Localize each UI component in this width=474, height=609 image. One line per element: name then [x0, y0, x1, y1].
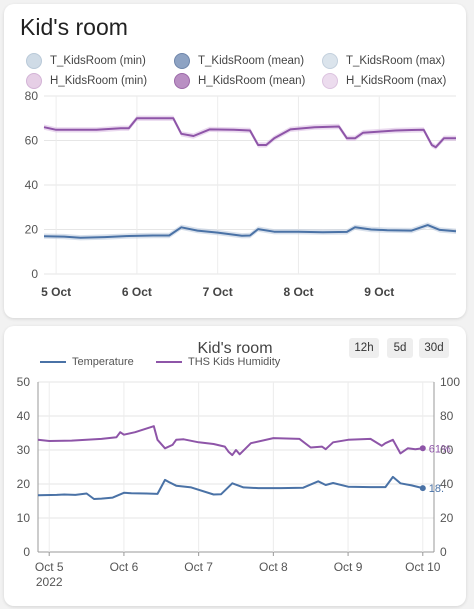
legend-label: T_KidsRoom (max) [346, 55, 446, 67]
y-tick-label: 40 [25, 178, 39, 192]
line-swatch-icon [156, 361, 182, 363]
y-tick-label: 0 [31, 267, 38, 281]
x-tick-label: Oct 6 [110, 560, 139, 574]
legend-dot-icon [174, 73, 190, 89]
series-line-humidity [37, 425, 423, 457]
legend-item-t-max[interactable]: T_KidsRoom (max) [322, 52, 445, 70]
y2-tick-label: 100 [440, 375, 460, 389]
x-tick-label: Oct 5 [35, 560, 64, 574]
last-value-temperature: 18. [429, 483, 444, 495]
range-5d-button[interactable]: 5d [387, 338, 413, 358]
card-title: Kid's room [20, 14, 128, 40]
y-tick-label: 20 [25, 223, 39, 237]
last-value-humidity: 61% [429, 443, 451, 455]
x-tick-label: 9 Oct [364, 285, 394, 299]
y-tick-label: 50 [17, 375, 31, 389]
legend-label: THS Kids Humidity [188, 356, 281, 368]
statistics-card: Kid's room T_KidsRoom (min) T_KidsRoom (… [4, 4, 466, 318]
legend-label: T_KidsRoom (mean) [198, 55, 305, 67]
y-tick-label: 80 [25, 89, 39, 103]
legend-label: Temperature [72, 356, 134, 368]
y-tick-label: 10 [17, 511, 31, 525]
statistics-legend: T_KidsRoom (min) T_KidsRoom (mean) T_Kid… [4, 52, 466, 92]
y2-tick-label: 60 [440, 443, 454, 457]
y-tick-label: 20 [17, 477, 31, 491]
y2-tick-label: 40 [440, 477, 454, 491]
legend-item-humidity[interactable]: THS Kids Humidity [156, 356, 280, 368]
series-line [43, 117, 456, 149]
legend-dot-icon [26, 73, 42, 89]
y2-tick-label: 80 [440, 409, 454, 423]
y-tick-label: 0 [23, 545, 30, 559]
series-band [44, 115, 456, 150]
legend-item-h-min[interactable]: H_KidsRoom (min) [26, 72, 147, 90]
x-subtick-label: 2022 [36, 575, 63, 589]
history-chart[interactable]: 0 0 10 20 20 40 30 60 40 80 50 100 Oct 5 Oct 6 Oct 7 Oc… [4, 326, 466, 606]
legend-label: H_KidsRoom (max) [346, 75, 447, 87]
legend-dot-icon [322, 53, 338, 69]
x-tick-label: Oct 8 [259, 560, 288, 574]
x-tick-label: Oct 7 [184, 560, 213, 574]
series-line-temperature [37, 475, 424, 500]
last-point-temperature [419, 485, 426, 492]
legend-item-t-mean[interactable]: T_KidsRoom (mean) [174, 52, 304, 70]
y2-tick-label: 0 [440, 545, 447, 559]
y2-tick-label: 20 [440, 511, 454, 525]
range-12h-button[interactable]: 12h [349, 338, 379, 358]
legend-dot-icon [26, 53, 42, 69]
legend-item-h-mean[interactable]: H_KidsRoom (mean) [174, 72, 305, 90]
legend-label: T_KidsRoom (min) [50, 55, 146, 67]
y-tick-label: 60 [25, 134, 39, 148]
legend-label: H_KidsRoom (mean) [198, 75, 306, 87]
legend-dot-icon [322, 73, 338, 89]
x-tick-label: Oct 9 [334, 560, 363, 574]
legend-item-t-min[interactable]: T_KidsRoom (min) [26, 52, 146, 70]
x-tick-label: 5 Oct [41, 285, 71, 299]
chart-title: Kid's room [197, 340, 273, 357]
last-point-humidity [419, 445, 426, 452]
y-tick-label: 40 [17, 409, 31, 423]
range-30d-button[interactable]: 30d [419, 338, 449, 358]
line-swatch-icon [40, 361, 66, 363]
legend-item-temperature[interactable]: Temperature [40, 356, 134, 368]
series-line [43, 224, 457, 239]
y-tick-label: 30 [17, 443, 31, 457]
x-tick-label: 6 Oct [122, 285, 152, 299]
x-tick-label: 8 Oct [283, 285, 313, 299]
legend-dot-icon [174, 53, 190, 69]
x-tick-label: Oct 10 [405, 560, 441, 574]
legend-label: H_KidsRoom (min) [50, 75, 148, 87]
history-card: Kid's room 12h 5d 30d Temperature THS Ki… [4, 326, 466, 606]
legend-item-h-max[interactable]: H_KidsRoom (max) [322, 72, 446, 90]
x-tick-label: 7 Oct [203, 285, 233, 299]
statistics-chart[interactable]: 0 20 40 60 80 5 Oct 6 Oct 7 Oct 8 Oct 9 Oct [4, 4, 466, 318]
